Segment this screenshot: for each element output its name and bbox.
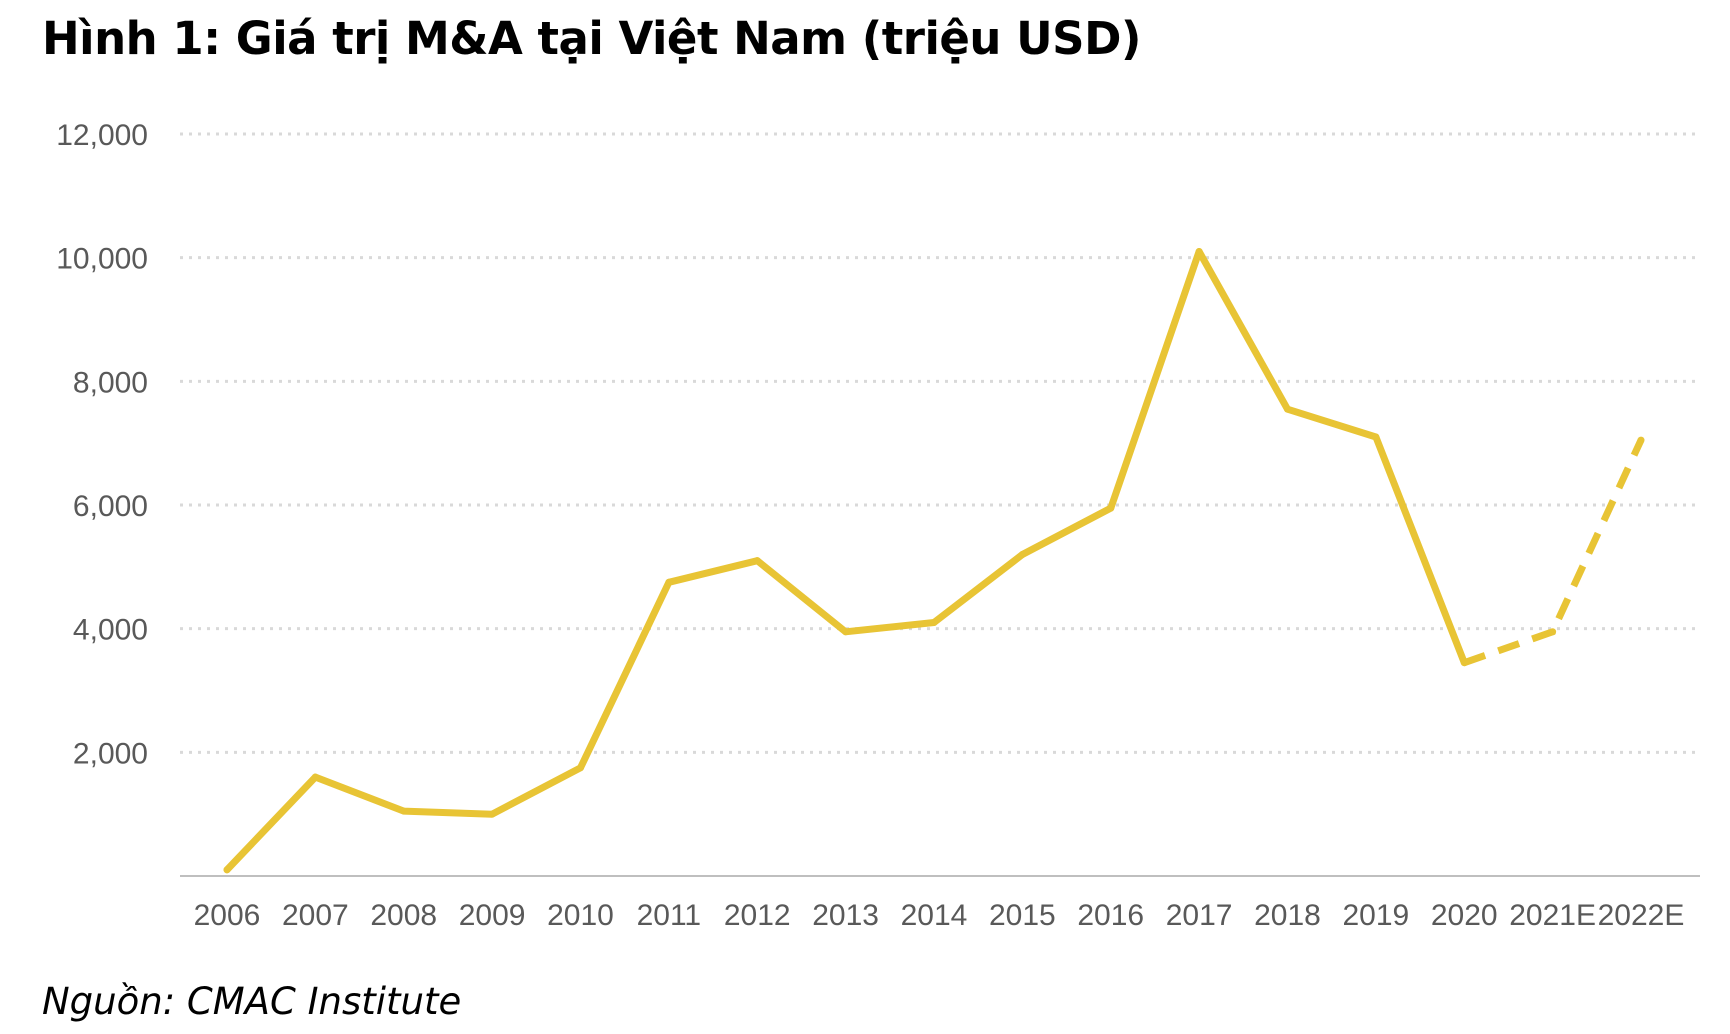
x-tick-label: 2020 bbox=[1431, 899, 1498, 932]
x-tick-label: 2019 bbox=[1343, 899, 1410, 932]
x-axis-tick-labels: 2006 2007 2008 2009 2010 2011 2012 2013 2014 2015… bbox=[194, 899, 1685, 932]
y-tick-label: 10,000 bbox=[56, 243, 148, 276]
series-line-actual bbox=[223, 248, 1468, 874]
x-tick-label: 2008 bbox=[370, 899, 437, 932]
data-point bbox=[223, 866, 231, 874]
data-point bbox=[1018, 550, 1026, 558]
x-tick-label: 2016 bbox=[1077, 899, 1144, 932]
chart-title: Hình 1: Giá trị M&A tại Việt Nam (triệu … bbox=[42, 12, 1142, 65]
x-tick-label: 2006 bbox=[194, 899, 261, 932]
x-tick-label: 2011 bbox=[637, 899, 702, 932]
data-point bbox=[400, 807, 408, 815]
x-tick-label: 2013 bbox=[812, 899, 879, 932]
source-note: Nguồn: CMAC Institute bbox=[42, 980, 462, 1023]
x-tick-label: 2017 bbox=[1166, 899, 1233, 932]
x-tick-label: 2022E bbox=[1598, 899, 1685, 932]
data-point bbox=[1637, 436, 1645, 444]
series-line bbox=[223, 247, 1645, 874]
data-point bbox=[1460, 659, 1468, 667]
data-point bbox=[753, 557, 761, 565]
data-point bbox=[1284, 405, 1291, 413]
data-point bbox=[1195, 247, 1203, 255]
y-tick-label: 4,000 bbox=[73, 614, 148, 647]
data-point bbox=[311, 773, 319, 781]
gridlines bbox=[180, 132, 1700, 754]
x-tick-label: 2010 bbox=[547, 899, 614, 932]
x-tick-label: 2007 bbox=[282, 899, 349, 932]
y-tick-label: 2,000 bbox=[73, 737, 148, 770]
x-tick-label: 2014 bbox=[901, 899, 968, 932]
data-point bbox=[1372, 433, 1380, 441]
x-tick-label: 2021E bbox=[1509, 899, 1596, 932]
data-point bbox=[665, 578, 673, 586]
y-tick-label: 6,000 bbox=[73, 490, 148, 523]
data-point bbox=[1549, 628, 1557, 636]
x-tick-label: 2009 bbox=[459, 899, 526, 932]
x-tick-label: 2015 bbox=[989, 899, 1056, 932]
data-point bbox=[488, 810, 496, 818]
data-point bbox=[1107, 504, 1115, 512]
y-axis-tick-labels: 2,000 4,000 6,000 8,000 10,000 12,000 bbox=[56, 119, 148, 770]
y-tick-label: 8,000 bbox=[73, 366, 148, 399]
x-tick-label: 2012 bbox=[724, 899, 791, 932]
data-point bbox=[842, 628, 850, 636]
y-tick-label: 12,000 bbox=[56, 119, 148, 152]
data-point bbox=[577, 764, 584, 772]
x-tick-label: 2018 bbox=[1254, 899, 1321, 932]
data-point bbox=[930, 618, 938, 626]
